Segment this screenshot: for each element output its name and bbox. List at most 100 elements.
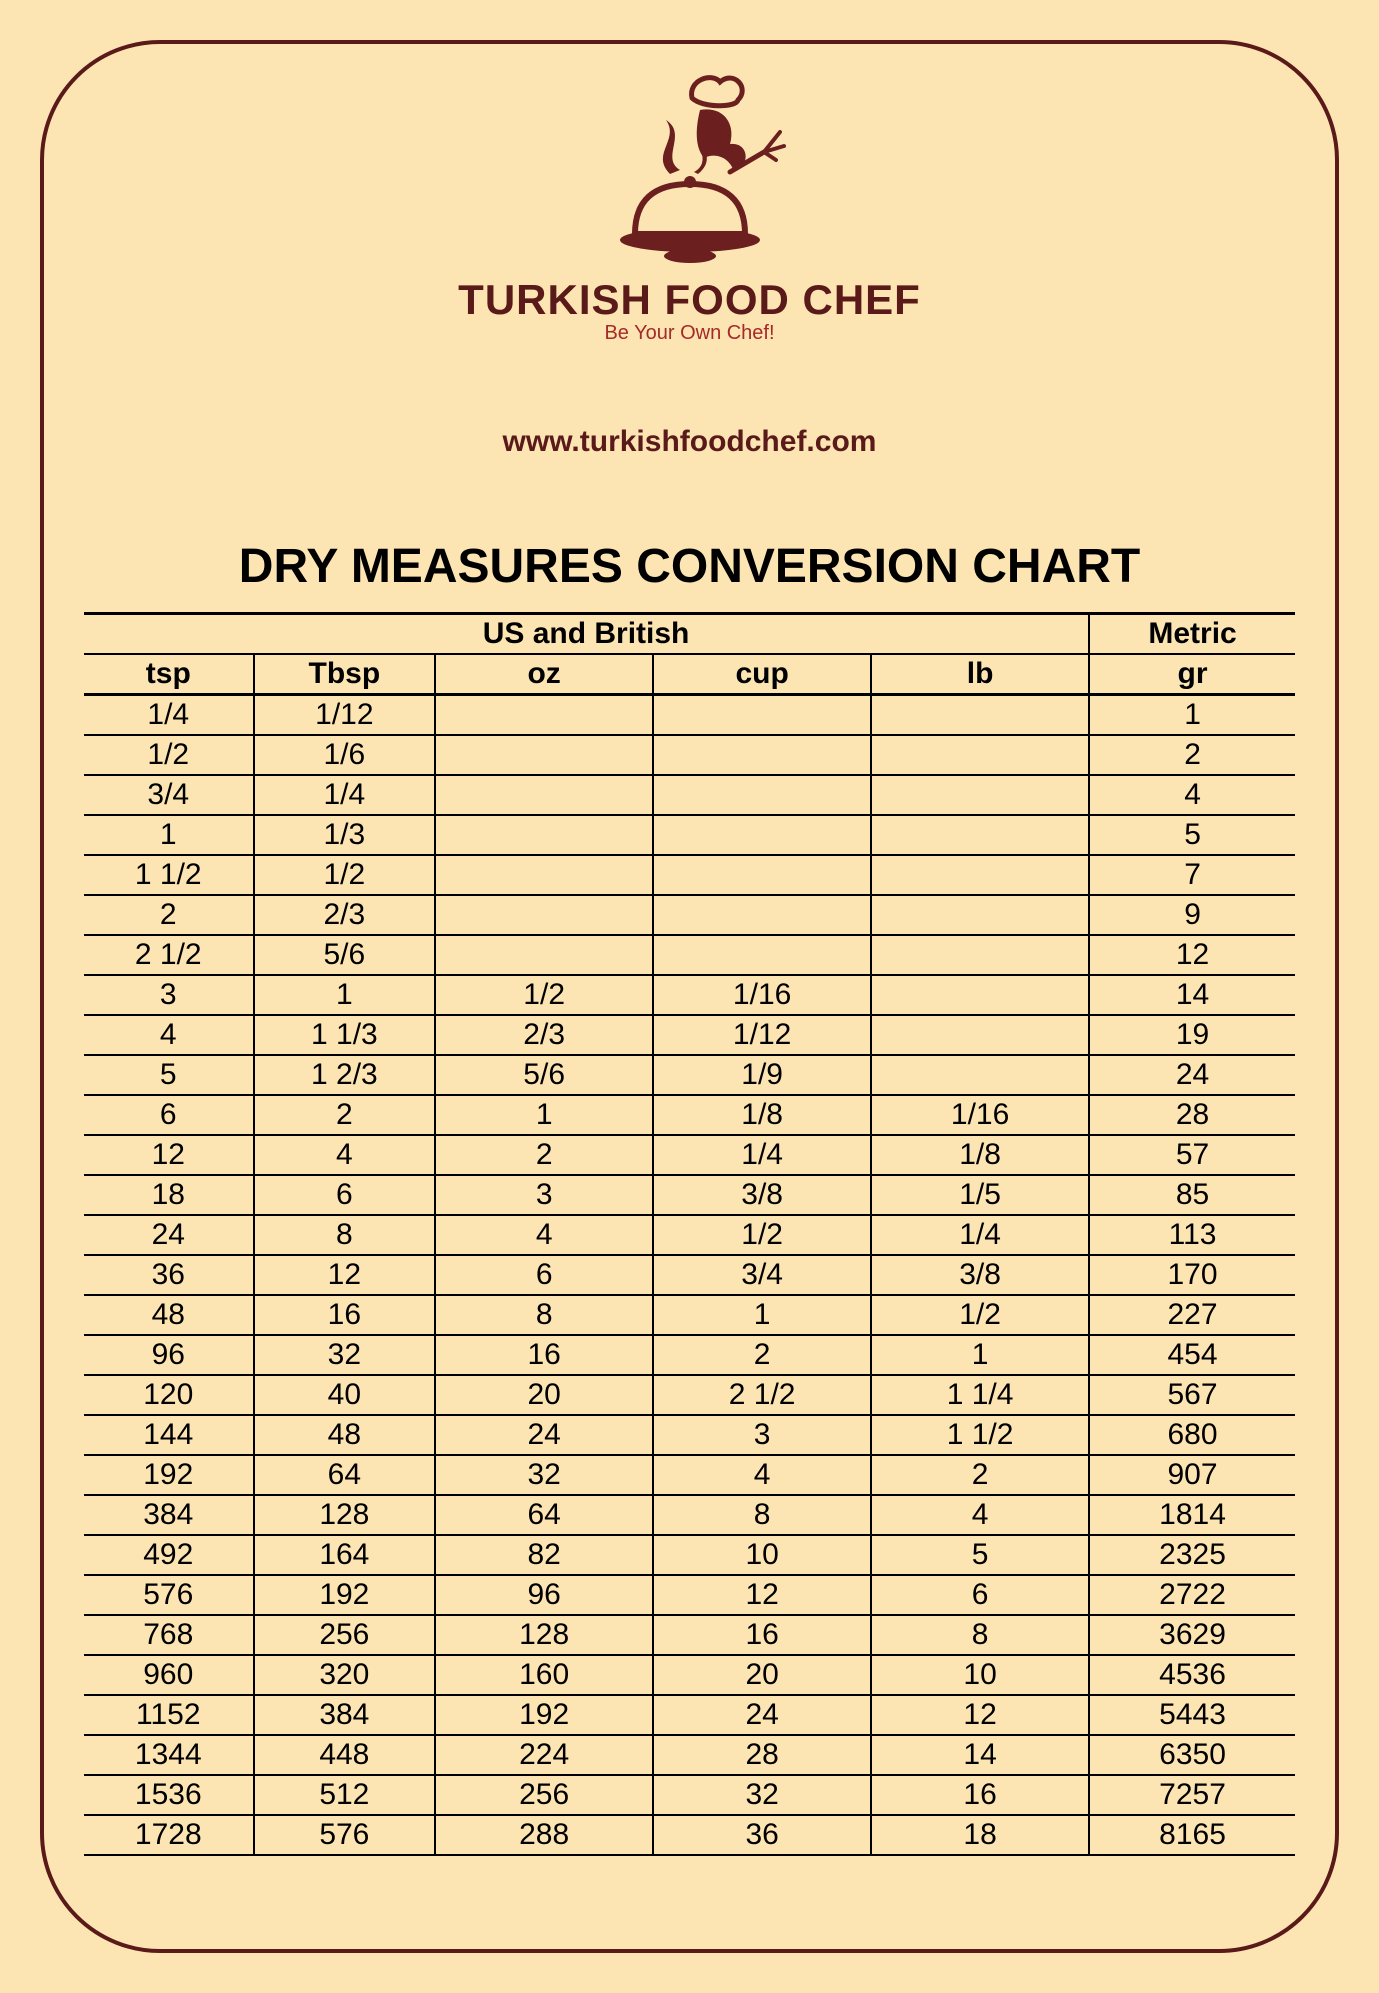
table-cell: 1/4 <box>84 695 254 736</box>
table-cell <box>871 815 1089 855</box>
table-cell: 28 <box>653 1735 871 1775</box>
table-cell: 2 <box>653 1335 871 1375</box>
table-cell: 24 <box>435 1415 653 1455</box>
table-cell: 16 <box>871 1775 1089 1815</box>
table-cell: 384 <box>84 1495 254 1535</box>
table-cell: 16 <box>254 1295 436 1335</box>
table-cell: 164 <box>254 1535 436 1575</box>
table-row: 153651225632167257 <box>84 1775 1295 1815</box>
table-cell: 1 1/4 <box>871 1375 1089 1415</box>
table-cell: 2/3 <box>435 1015 653 1055</box>
table-cell: 5 <box>84 1055 254 1095</box>
table-cell: 32 <box>254 1335 436 1375</box>
unit-header-row: tspTbspozcuplbgr <box>84 654 1295 695</box>
table-cell <box>653 855 871 895</box>
table-cell: 36 <box>84 1255 254 1295</box>
table-cell: 1 1/2 <box>84 855 254 895</box>
table-cell: 32 <box>435 1455 653 1495</box>
table-cell: 3/4 <box>84 775 254 815</box>
table-cell: 6350 <box>1089 1735 1295 1775</box>
table-cell: 4 <box>871 1495 1089 1535</box>
table-cell: 20 <box>435 1375 653 1415</box>
table-row: 12040202 1/21 1/4567 <box>84 1375 1295 1415</box>
table-cell: 3 <box>653 1415 871 1455</box>
table-cell <box>435 895 653 935</box>
table-cell <box>653 735 871 775</box>
table-cell: 1 <box>254 975 436 1015</box>
table-cell: 36 <box>653 1815 871 1855</box>
table-cell: 24 <box>653 1695 871 1735</box>
table-cell: 1/5 <box>871 1175 1089 1215</box>
table-cell: 19 <box>1089 1015 1295 1055</box>
table-cell: 10 <box>871 1655 1089 1695</box>
table-cell: 160 <box>435 1655 653 1695</box>
table-cell <box>871 895 1089 935</box>
table-row: 492164821052325 <box>84 1535 1295 1575</box>
table-cell: 85 <box>1089 1175 1295 1215</box>
table-cell: 6 <box>435 1255 653 1295</box>
table-row: 192643242907 <box>84 1455 1295 1495</box>
table-cell: 8 <box>435 1295 653 1335</box>
table-cell: 1536 <box>84 1775 254 1815</box>
table-cell: 5/6 <box>254 935 436 975</box>
table-cell: 1/4 <box>871 1215 1089 1255</box>
table-cell: 1/4 <box>653 1135 871 1175</box>
table-cell: 170 <box>1089 1255 1295 1295</box>
table-cell: 454 <box>1089 1335 1295 1375</box>
table-cell: 5 <box>1089 815 1295 855</box>
table-cell <box>653 775 871 815</box>
table-cell: 18 <box>84 1175 254 1215</box>
table-cell: 2 1/2 <box>653 1375 871 1415</box>
table-cell: 57 <box>1089 1135 1295 1175</box>
table-row: 2 1/25/612 <box>84 935 1295 975</box>
table-row: 311/21/1614 <box>84 975 1295 1015</box>
brand-name: TURKISH FOOD CHEF <box>84 276 1295 324</box>
table-cell: 1/4 <box>254 775 436 815</box>
table-cell: 20 <box>653 1655 871 1695</box>
table-row: 51 2/35/61/924 <box>84 1055 1295 1095</box>
table-cell: 1/16 <box>653 975 871 1015</box>
table-cell: 96 <box>84 1335 254 1375</box>
table-cell: 14 <box>871 1735 1089 1775</box>
table-cell: 192 <box>254 1575 436 1615</box>
table-cell: 2 <box>1089 735 1295 775</box>
table-cell: 1814 <box>1089 1495 1295 1535</box>
table-cell: 907 <box>1089 1455 1295 1495</box>
table-row: 3/41/44 <box>84 775 1295 815</box>
table-cell: 1 2/3 <box>254 1055 436 1095</box>
table-cell: 448 <box>254 1735 436 1775</box>
table-cell: 1344 <box>84 1735 254 1775</box>
table-row: 22/39 <box>84 895 1295 935</box>
table-row: 24841/21/4113 <box>84 1215 1295 1255</box>
table-row: 38412864841814 <box>84 1495 1295 1535</box>
table-row: 18633/81/585 <box>84 1175 1295 1215</box>
table-cell: 256 <box>435 1775 653 1815</box>
table-cell: 3629 <box>1089 1615 1295 1655</box>
table-cell: 8165 <box>1089 1815 1295 1855</box>
table-cell: 82 <box>435 1535 653 1575</box>
table-cell: 576 <box>254 1815 436 1855</box>
col-header-tsp: tsp <box>84 654 254 695</box>
table-cell: 8 <box>254 1215 436 1255</box>
table-cell: 192 <box>435 1695 653 1735</box>
col-header-cup: cup <box>653 654 871 695</box>
table-cell: 24 <box>84 1215 254 1255</box>
table-cell: 14 <box>1089 975 1295 1015</box>
table-cell <box>435 735 653 775</box>
table-cell: 7 <box>1089 855 1295 895</box>
table-cell: 12 <box>254 1255 436 1295</box>
table-cell <box>871 1055 1089 1095</box>
table-cell: 2 <box>871 1455 1089 1495</box>
website-url: www.turkishfoodchef.com <box>84 425 1295 459</box>
table-cell: 227 <box>1089 1295 1295 1335</box>
table-cell: 512 <box>254 1775 436 1815</box>
col-header-lb: lb <box>871 654 1089 695</box>
table-row: 12421/41/857 <box>84 1135 1295 1175</box>
table-cell: 5/6 <box>435 1055 653 1095</box>
table-cell <box>871 775 1089 815</box>
table-cell: 1 <box>871 1335 1089 1375</box>
table-cell: 12 <box>1089 935 1295 975</box>
table-cell: 128 <box>435 1615 653 1655</box>
table-cell: 8 <box>871 1615 1089 1655</box>
group-header-us-british: US and British <box>84 614 1089 655</box>
